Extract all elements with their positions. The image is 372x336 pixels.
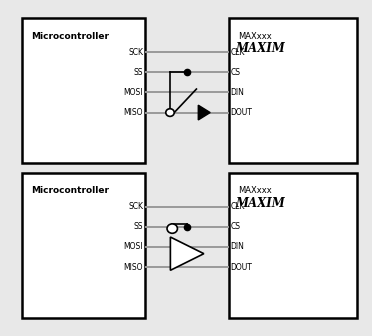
Circle shape xyxy=(166,109,174,116)
Text: SCK: SCK xyxy=(128,202,143,211)
Text: Microcontroller: Microcontroller xyxy=(32,32,110,41)
Text: DOUT: DOUT xyxy=(231,263,253,271)
Text: MOSI: MOSI xyxy=(124,88,143,97)
Text: SCK: SCK xyxy=(128,48,143,56)
Text: MAXIM: MAXIM xyxy=(235,42,285,55)
Text: SS: SS xyxy=(134,68,143,77)
Polygon shape xyxy=(198,105,210,120)
Text: CS: CS xyxy=(231,68,241,77)
Bar xyxy=(22,18,145,163)
Text: CLK: CLK xyxy=(231,202,245,211)
Text: Microcontroller: Microcontroller xyxy=(32,186,110,196)
Text: CS: CS xyxy=(231,222,241,231)
Bar xyxy=(229,173,357,318)
Text: DOUT: DOUT xyxy=(231,108,253,117)
Text: MAXIM: MAXIM xyxy=(235,197,285,210)
Text: DIN: DIN xyxy=(231,88,244,97)
Text: MOSI: MOSI xyxy=(124,243,143,251)
Text: CLK: CLK xyxy=(231,48,245,56)
Text: MISO: MISO xyxy=(124,263,143,271)
Bar xyxy=(229,18,357,163)
Text: MAXxxx: MAXxxx xyxy=(238,32,272,41)
Circle shape xyxy=(167,224,177,233)
Polygon shape xyxy=(170,237,204,270)
Bar xyxy=(22,173,145,318)
Text: DIN: DIN xyxy=(231,243,244,251)
Text: MISO: MISO xyxy=(124,108,143,117)
Text: SS: SS xyxy=(134,222,143,231)
Text: MAXxxx: MAXxxx xyxy=(238,186,272,196)
